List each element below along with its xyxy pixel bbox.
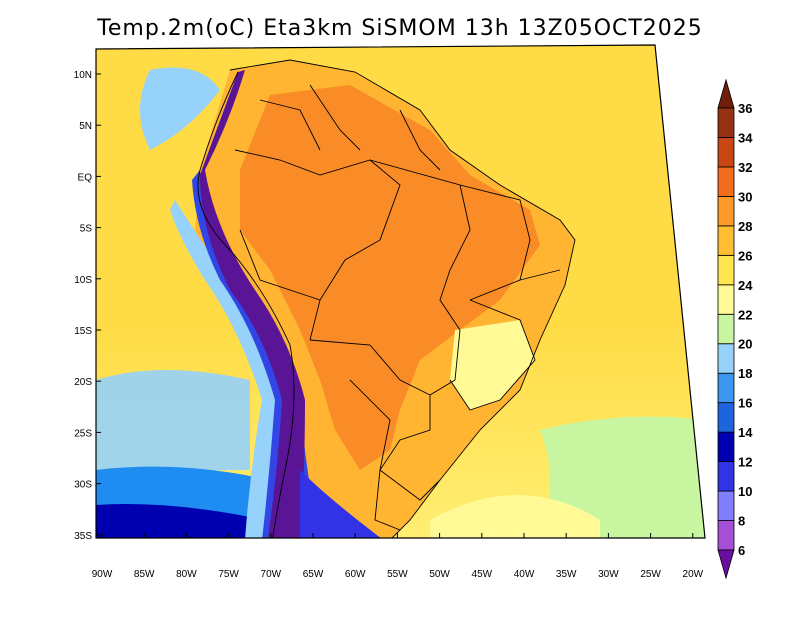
- colorbar-label: 32: [738, 160, 752, 175]
- southeast-cooler: [450, 320, 535, 410]
- colorbar-segment: [717, 284, 735, 315]
- lon-label: 35W: [556, 569, 577, 580]
- colorbar-segment: [717, 431, 735, 462]
- colorbar-label: 18: [738, 366, 752, 381]
- colorbar-segment: [717, 461, 735, 492]
- colorbar-bottom-triangle: [717, 549, 735, 580]
- lon-label: 60W: [345, 569, 366, 580]
- colorbar-segment: [717, 166, 735, 197]
- andes-coast-cool: [170, 200, 290, 538]
- lat-label: 20S: [74, 377, 92, 388]
- colorbar-top-triangle: [717, 78, 735, 109]
- lon-label: 85W: [134, 569, 155, 580]
- lon-label: 90W: [92, 569, 113, 580]
- lat-label: 10S: [74, 275, 92, 286]
- colorbar-label: 28: [738, 219, 752, 234]
- lat-label: 5S: [80, 224, 93, 235]
- lon-label: 50W: [429, 569, 450, 580]
- pacific-colder-south: [96, 504, 265, 538]
- colorbar-label: 6: [738, 543, 745, 558]
- lat-label: 10N: [74, 70, 92, 81]
- colorbar-segment: [717, 107, 735, 138]
- map-frame: [95, 44, 706, 539]
- andes-cold: [200, 70, 305, 538]
- latitude-axis: 10N 5N EQ 5S 10S 15S 20S 25S 30S 35S: [74, 70, 101, 542]
- lon-label: 65W: [303, 569, 324, 580]
- colorbar-label: 36: [738, 101, 752, 116]
- lat-label: EQ: [78, 172, 93, 183]
- lon-label: 40W: [514, 569, 535, 580]
- colorbar-segment: [717, 195, 735, 227]
- colorbar-label: 16: [738, 396, 752, 411]
- atlantic-cool-south: [540, 416, 705, 538]
- colorbar-segment: [717, 254, 735, 286]
- colorbar-segment: [717, 402, 735, 433]
- colorbar-label: 34: [738, 130, 753, 145]
- lon-label: 30W: [598, 569, 619, 580]
- colorbar-label: 22: [738, 307, 752, 322]
- colorbar-label: 26: [738, 248, 752, 263]
- colorbar-label: 10: [738, 484, 752, 499]
- colorbar-label: 20: [738, 337, 752, 352]
- colorbar: 6 8 10 12 14 16 18 20 22 24 26 28 30 32 34 36: [717, 78, 753, 580]
- lat-label: 5N: [79, 121, 92, 132]
- colorbar-label: 30: [738, 189, 752, 204]
- lat-label: 35S: [74, 531, 92, 542]
- lon-label: 80W: [176, 569, 197, 580]
- longitude-axis: 90W 85W 80W 75W 70W 65W 60W 55W 50W 45W 40W 35W 30W 2…: [92, 533, 704, 580]
- lon-label: 20W: [683, 569, 704, 580]
- map-title: Temp.2m(oC) Eta3km SiSMOM 13h 13Z05OCT20…: [97, 16, 703, 41]
- colorbar-label: 14: [738, 425, 753, 440]
- lon-label: 55W: [387, 569, 408, 580]
- pacific-cool-band: [96, 370, 250, 480]
- colorbar-label: 12: [738, 455, 752, 470]
- continent-hot: [240, 85, 540, 470]
- colorbar-segment: [717, 372, 735, 404]
- lon-label: 45W: [472, 569, 493, 580]
- colorbar-segment: [717, 137, 735, 168]
- lon-label: 25W: [640, 569, 661, 580]
- colorbar-segment: [717, 225, 735, 256]
- colorbar-label: 8: [738, 514, 745, 529]
- colorbar-label: 24: [738, 278, 753, 293]
- caribbean-cool: [140, 67, 220, 150]
- colorbar-segment: [717, 313, 735, 345]
- colorbar-segment: [717, 520, 735, 551]
- lon-label: 75W: [218, 569, 239, 580]
- lon-label: 70W: [261, 569, 282, 580]
- atlantic-warm-south: [430, 495, 600, 538]
- lat-label: 30S: [74, 480, 92, 491]
- country-borders: [197, 59, 576, 538]
- lat-label: 25S: [74, 428, 92, 439]
- map-panel: [96, 45, 705, 538]
- colorbar-segment: [717, 490, 735, 521]
- colorbar-segment: [717, 343, 735, 374]
- lat-label: 15S: [74, 326, 92, 337]
